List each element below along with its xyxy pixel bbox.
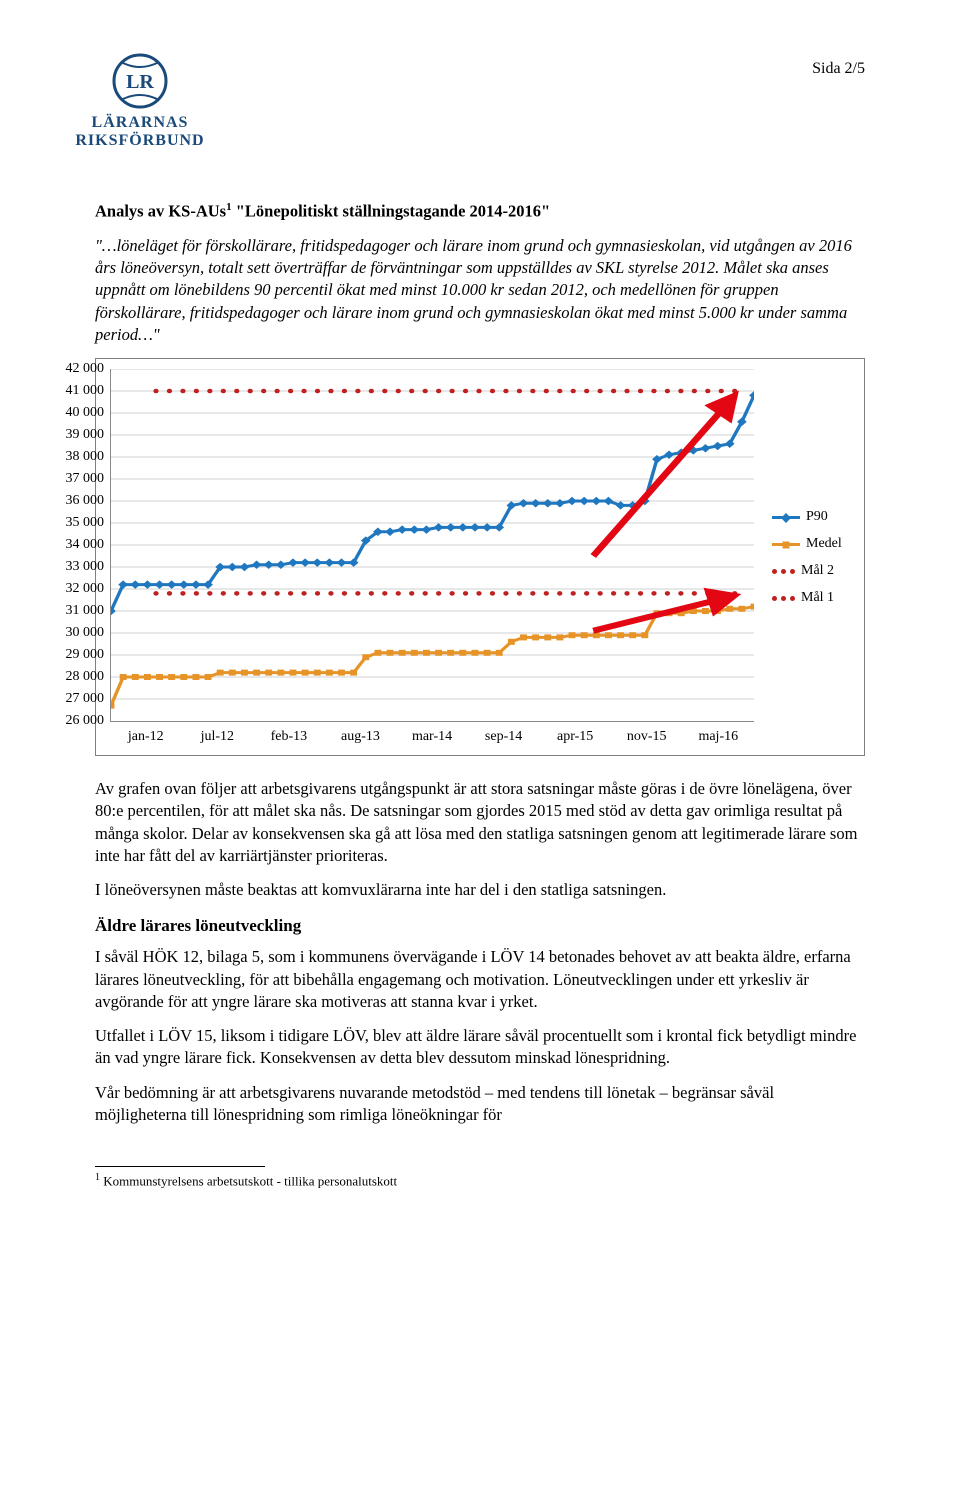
chart-legend: P90 Medel Mål 2 Mål 1 — [754, 369, 856, 747]
logo-text-line1: LÄRARNAS — [55, 114, 225, 132]
legend-item-p90: P90 — [772, 508, 852, 527]
body-paragraph-3: I såväl HÖK 12, bilaga 5, som i kommunen… — [95, 946, 865, 1013]
section-heading: Analys av KS-AUs1 "Lönepolitiskt ställni… — [95, 200, 865, 223]
chart-plot-area — [110, 369, 754, 722]
legend-item-medel: Medel — [772, 535, 852, 554]
body-paragraph-5: Vår bedömning är att arbetsgivarens nuva… — [95, 1082, 865, 1127]
body-paragraph-4: Utfallet i LÖV 15, liksom i tidigare LÖV… — [95, 1025, 865, 1070]
footnote-rule — [95, 1166, 265, 1167]
page-number: Sida 2/5 — [812, 60, 865, 78]
salary-chart: 42 00041 00040 00039 00038 00037 00036 0… — [95, 358, 865, 756]
legend-item-mal2: Mål 2 — [772, 562, 852, 581]
subheading-aldre: Äldre lärares löneutveckling — [95, 915, 865, 938]
footnote: 1 Kommunstyrelsens arbetsutskott - tilli… — [95, 1171, 865, 1190]
chart-x-axis-labels: jan-12jul-12feb-13aug-13mar-14sep-14apr-… — [110, 722, 754, 747]
body-paragraph-2: I löneöversynen måste beaktas att komvux… — [95, 879, 865, 901]
quote-paragraph: "…löneläget för förskollärare, fritidspe… — [95, 235, 865, 346]
logo-emblem-icon: LR — [109, 50, 171, 112]
svg-text:LR: LR — [126, 71, 154, 93]
logo-text-line2: RIKSFÖRBUND — [55, 132, 225, 150]
body-paragraph-1: Av grafen ovan följer att arbetsgivarens… — [95, 778, 865, 867]
legend-item-mal1: Mål 1 — [772, 589, 852, 608]
org-logo: LR LÄRARNAS RIKSFÖRBUND — [55, 50, 225, 150]
